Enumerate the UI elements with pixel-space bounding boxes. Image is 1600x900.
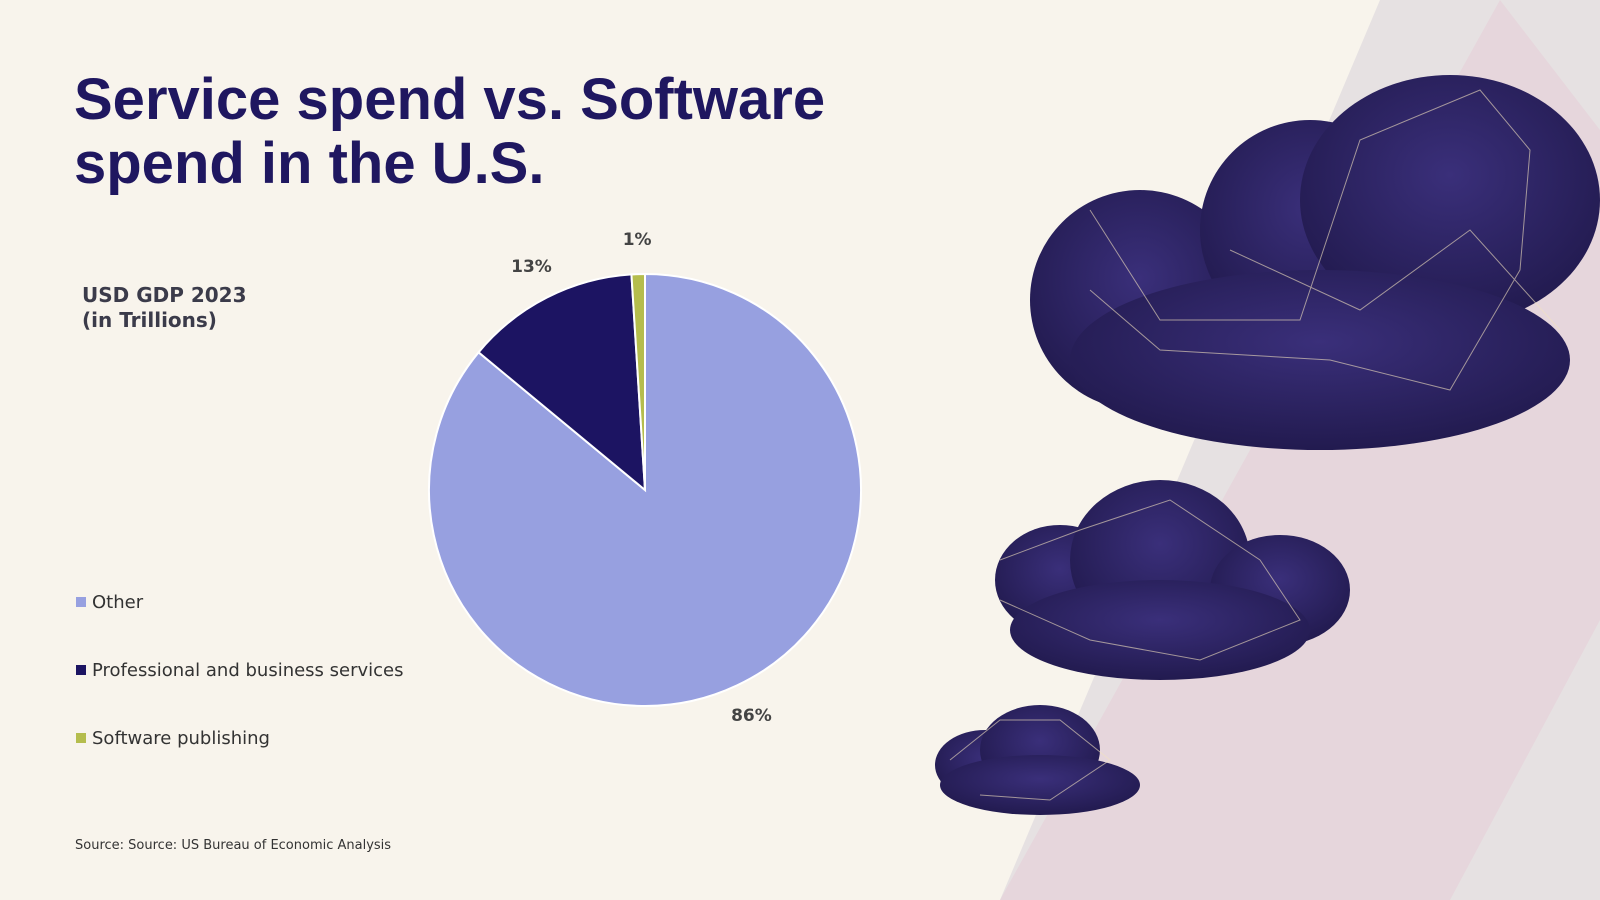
network-lines [949,89,1561,801]
legend-label: Software publishing [92,727,270,749]
data-label: 86% [731,706,772,726]
legend-swatch [76,665,86,675]
title: Service spend vs. Software spend in the … [74,67,826,196]
legend-label: Professional and business services [92,659,404,681]
data-label: 13% [511,257,552,277]
subtitle: USD GDP 2023 (in Trillions) [82,283,247,332]
legend-swatch [76,733,86,743]
legend-label: Other [92,591,144,613]
legend: Other Professional and business services S… [76,590,404,794]
data-label: 1% [623,230,652,250]
pie-slice [477,273,647,493]
legend-item: Professional and business services [76,658,404,682]
pie-slice [630,272,646,491]
legend-item: Other [76,590,404,614]
legend-swatch [76,597,86,607]
source: Source: Source: US Bureau of Economic An… [75,838,392,853]
legend-item: Software publishing [76,726,404,750]
cloud-decoration [935,75,1600,815]
